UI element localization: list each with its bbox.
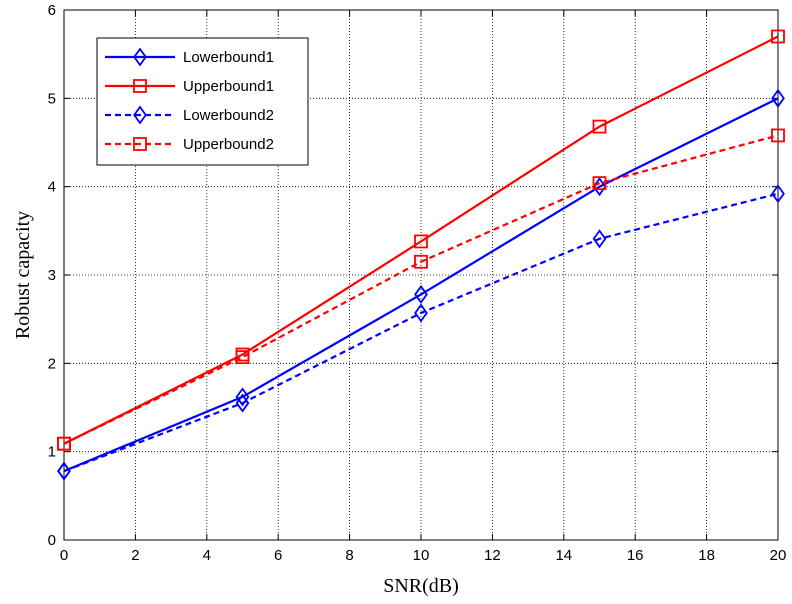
series-upperbound2 <box>57 128 785 451</box>
y-axis-title: Robust capacity <box>12 211 34 339</box>
square-marker <box>414 234 428 249</box>
diamond-marker <box>133 47 147 67</box>
series-line <box>63 134 779 445</box>
series-line <box>63 35 779 445</box>
series-line <box>63 192 779 473</box>
diamond-marker <box>235 387 250 407</box>
legend-box <box>96 37 309 166</box>
x-tick-label: 20 <box>770 547 787 564</box>
x-tick-label: 4 <box>203 547 211 564</box>
square-marker <box>771 29 785 44</box>
series-line <box>63 97 779 473</box>
legend-item: Upperbound2 <box>105 136 274 153</box>
y-tick-label: 0 <box>48 532 56 549</box>
legend-label: Upperbound1 <box>183 78 274 95</box>
legend-label: Lowerbound2 <box>183 107 274 124</box>
legend: Lowerbound1 Upperbound1 Lowerbound2 Upperbo… <box>96 37 309 166</box>
diamond-marker <box>771 88 785 108</box>
y-tick-label: 4 <box>48 179 56 196</box>
diamond-marker <box>414 303 428 323</box>
x-tick-label: 16 <box>627 547 644 564</box>
legend-label: Upperbound2 <box>183 136 274 153</box>
square-marker <box>592 176 607 191</box>
square-marker <box>592 119 607 134</box>
square-marker <box>414 254 428 269</box>
square-marker <box>771 128 785 143</box>
square-marker <box>235 350 250 365</box>
x-axis-title: SNR(dB) <box>383 575 459 597</box>
y-tick-label: 2 <box>48 355 56 372</box>
square-marker <box>133 137 147 151</box>
x-tick-label: 12 <box>484 547 501 564</box>
series-lowerbound2 <box>57 184 785 481</box>
grid <box>64 10 778 540</box>
legend-label: Lowerbound1 <box>183 49 274 66</box>
y-tick-label: 3 <box>48 267 56 284</box>
legend-item: Upperbound1 <box>105 78 274 95</box>
x-tick-label: 18 <box>698 547 715 564</box>
diamond-marker <box>57 461 71 481</box>
diamond-marker <box>133 105 147 125</box>
diamond-marker <box>235 393 250 413</box>
square-marker <box>57 436 71 451</box>
series-layer <box>57 29 785 481</box>
x-tick-label: 14 <box>555 547 572 564</box>
square-marker <box>133 79 147 93</box>
legend-item: Lowerbound2 <box>105 105 274 125</box>
diamond-marker <box>771 184 785 204</box>
x-tick-label: 2 <box>131 547 139 564</box>
x-tick-label: 10 <box>413 547 430 564</box>
y-tick-label: 5 <box>48 90 56 107</box>
legend-item: Lowerbound1 <box>105 47 274 67</box>
x-tick-label: 6 <box>274 547 282 564</box>
y-tick-label: 6 <box>48 2 56 19</box>
diamond-marker <box>592 229 607 249</box>
x-tick-label: 0 <box>60 547 68 564</box>
diamond-marker <box>414 284 428 304</box>
y-tick-label: 1 <box>48 444 56 461</box>
x-tick-label: 8 <box>345 547 353 564</box>
